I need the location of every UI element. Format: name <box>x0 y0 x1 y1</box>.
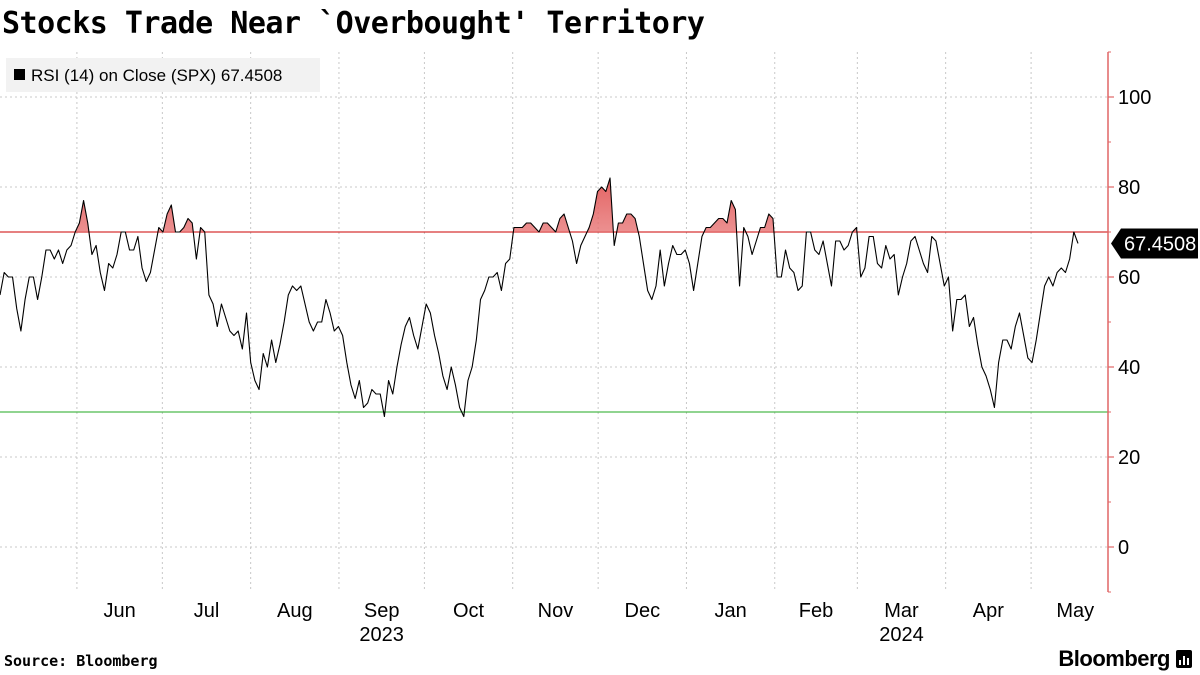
y-tick-label-80: 80 <box>1118 177 1140 199</box>
x-tick-label-jan: Jan <box>714 600 746 622</box>
y-axis: 0 20 40 60 80 100 <box>1107 51 1151 593</box>
brand-name: Bloomberg <box>1058 646 1170 671</box>
rsi-series-line <box>0 177 1079 418</box>
y-tick-label-20: 20 <box>1118 447 1140 469</box>
x-tick-label-oct: Oct <box>453 600 485 622</box>
overbought-area <box>0 178 1078 232</box>
y-tick-label-60: 60 <box>1118 267 1140 289</box>
x-tick-label-may: May <box>1056 600 1094 622</box>
x-tick-label-jun: Jun <box>104 600 136 622</box>
legend-swatch <box>14 69 25 80</box>
x-tick-label-jul: Jul <box>194 600 220 622</box>
x-tick-label-aug: Aug <box>277 600 313 622</box>
brand-logo: Bloomberg <box>1058 646 1192 672</box>
x-axis: Jun Jul Aug Sep Oct Nov Dec Jan Feb Mar Apr May 2023… <box>104 600 1095 646</box>
reference-lines <box>0 231 1108 413</box>
source-note: Source: Bloomberg <box>4 652 158 670</box>
last-value-badge <box>1111 228 1198 259</box>
x-tick-label-nov: Nov <box>538 600 574 622</box>
last-value-tag: 67.4508 <box>1111 228 1198 259</box>
x-tick-label-sep: Sep <box>364 600 400 622</box>
last-value-label: 67.4508 <box>1124 233 1196 255</box>
legend: RSI (14) on Close (SPX) 67.4508 <box>6 58 320 92</box>
overbought-fill <box>0 178 1078 232</box>
x-tick-label-apr: Apr <box>973 600 1004 622</box>
x-tick-label-feb: Feb <box>799 600 833 622</box>
x-year-label-2023: 2023 <box>359 624 404 646</box>
chart-title: Stocks Trade Near `Overbought' Territory <box>2 6 705 41</box>
series-layer <box>0 177 1079 418</box>
y-tick-label-40: 40 <box>1118 357 1140 379</box>
y-tick-label-0: 0 <box>1118 537 1129 559</box>
x-tick-label-dec: Dec <box>625 600 661 622</box>
legend-label: RSI (14) on Close (SPX) 67.4508 <box>31 66 282 85</box>
y-tick-label-100: 100 <box>1118 87 1151 109</box>
x-tick-label-mar: Mar <box>884 600 919 622</box>
bar-chart-icon <box>1176 650 1192 668</box>
legend-box <box>6 58 320 92</box>
grid-lines <box>0 52 1108 592</box>
x-year-label-2024: 2024 <box>879 624 924 646</box>
